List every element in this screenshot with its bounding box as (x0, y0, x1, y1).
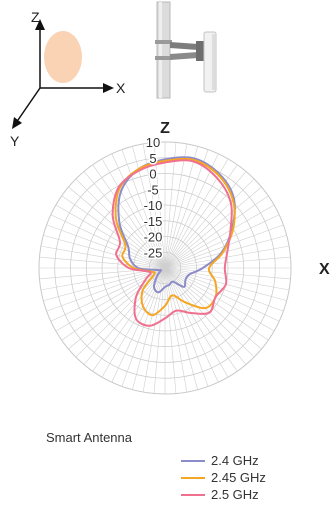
grid-spoke (164, 267, 219, 383)
grid-spoke (43, 267, 166, 301)
grid-spoke (164, 267, 284, 312)
polar-series-group (111, 156, 236, 327)
pole-clamp-lower (155, 56, 172, 60)
polar-axis-label-z: Z (160, 120, 170, 137)
grid-spoke (50, 267, 166, 322)
radial-tick-label: 10 (146, 135, 160, 150)
grid-spoke (50, 214, 166, 269)
grid-spoke (61, 195, 166, 269)
radial-tick-label: -15 (144, 214, 163, 229)
grid-spoke (164, 267, 291, 280)
grid-spoke (164, 267, 269, 341)
grid-spoke (164, 214, 280, 269)
grid-spoke (61, 267, 166, 341)
antenna-mount-illustration (155, 1, 217, 99)
grid-spoke (164, 267, 262, 350)
radial-tick-label: -10 (144, 198, 163, 213)
grid-spoke (164, 142, 177, 269)
y-axis-arrow-icon (12, 117, 22, 129)
radial-tick-label: 5 (149, 151, 156, 166)
grid-spoke (40, 245, 166, 269)
grid-spoke (43, 235, 166, 269)
grid-spoke (92, 267, 166, 372)
axis-label-y: Y (10, 133, 20, 149)
pole-clamp-upper (155, 40, 172, 44)
series-line-2 (114, 157, 236, 317)
grid-spoke (164, 178, 255, 269)
radial-tick-label: -25 (144, 245, 163, 260)
mounting-pole (156, 1, 171, 99)
radial-tick-label: -5 (147, 182, 159, 197)
grid-spoke (164, 171, 247, 269)
grid-spoke (164, 149, 209, 269)
axis-label-z: Z (31, 9, 40, 25)
grid-spoke (164, 256, 291, 269)
grid-spoke (164, 153, 219, 269)
radial-tick-label: 0 (149, 167, 156, 182)
grid-spoke (46, 224, 166, 269)
grid-spoke (75, 267, 166, 358)
grid-spoke (164, 235, 287, 269)
polar-axis-label-x: X (319, 261, 330, 278)
grid-spoke (164, 267, 177, 394)
grid-spoke (121, 149, 166, 269)
grid-spoke (39, 256, 166, 269)
grid-spoke (164, 267, 280, 322)
coordinate-axes-diagram: Z X Y (10, 9, 126, 149)
grid-spoke (46, 267, 166, 312)
radial-tick-label: -20 (144, 230, 163, 245)
grid-spoke (164, 267, 229, 378)
mount-bracket (170, 42, 198, 50)
grid-spoke (68, 186, 166, 269)
series-line-3 (111, 159, 233, 327)
grid-spoke (164, 143, 188, 269)
grid-spoke (132, 146, 166, 269)
grid-spoke (164, 267, 198, 390)
grid-spoke (164, 267, 275, 332)
grid-spoke (164, 267, 209, 387)
grid-spoke (101, 158, 166, 269)
grid-spoke (55, 204, 166, 269)
grid-spoke (142, 267, 166, 393)
grid-spoke (111, 267, 166, 383)
axis-label-x: X (116, 80, 126, 96)
grid-spoke (83, 171, 166, 269)
grid-spoke (164, 195, 269, 269)
grid-spoke (111, 153, 166, 269)
grid-spoke (92, 164, 166, 269)
grid-spoke (164, 224, 284, 269)
grid-spoke (132, 267, 166, 390)
grid-spoke (164, 267, 238, 372)
z-axis-arrow-icon (35, 19, 45, 30)
grid-spoke (164, 204, 275, 269)
y-axis-line (17, 87, 41, 121)
grid-spoke (164, 146, 198, 269)
x-axis-arrow-icon (103, 83, 114, 93)
antenna-footprint-ellipse (44, 31, 82, 83)
grid-spoke (164, 186, 262, 269)
grid-spoke (121, 267, 166, 387)
grid-spoke (164, 267, 188, 393)
grid-spoke (83, 267, 166, 365)
series-line-1 (117, 156, 236, 294)
polar-grid (38, 141, 292, 395)
